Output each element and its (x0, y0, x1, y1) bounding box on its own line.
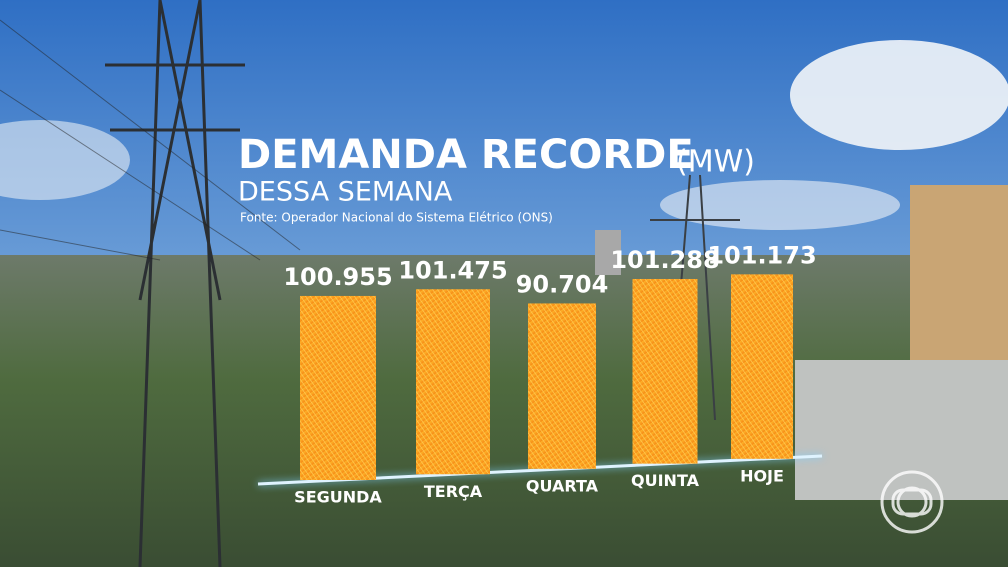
chart-source: Fonte: Operador Nacional do Sistema Elét… (240, 211, 553, 225)
chart-title: DEMANDA RECORDE (238, 132, 694, 178)
building (795, 360, 1008, 500)
bar (416, 289, 490, 475)
value-label: 101.475 (398, 256, 507, 284)
building (910, 185, 1008, 365)
bar (300, 295, 376, 480)
power-lines (0, 19, 301, 261)
x-tick-label: TERÇA (424, 482, 483, 501)
value-label: 90.704 (516, 270, 609, 298)
chart-subtitle: DESSA SEMANA (238, 177, 453, 208)
cloud (0, 120, 130, 200)
cloud (790, 40, 1008, 150)
value-label: 100.955 (283, 263, 392, 291)
value-label: 101.173 (707, 241, 816, 269)
bar (528, 303, 596, 469)
building (595, 230, 621, 275)
cloud (660, 180, 900, 230)
value-label: 101.288 (610, 246, 719, 274)
bar (731, 274, 793, 459)
channel-logo (880, 470, 944, 534)
x-tick-label: QUARTA (526, 476, 599, 495)
x-tick-label: SEGUNDA (294, 488, 382, 507)
x-tick-label: HOJE (740, 466, 784, 485)
bar (632, 278, 698, 464)
chart-unit: (MW) (676, 145, 755, 180)
power-tower (105, 0, 245, 567)
x-tick-label: QUINTA (631, 471, 700, 490)
